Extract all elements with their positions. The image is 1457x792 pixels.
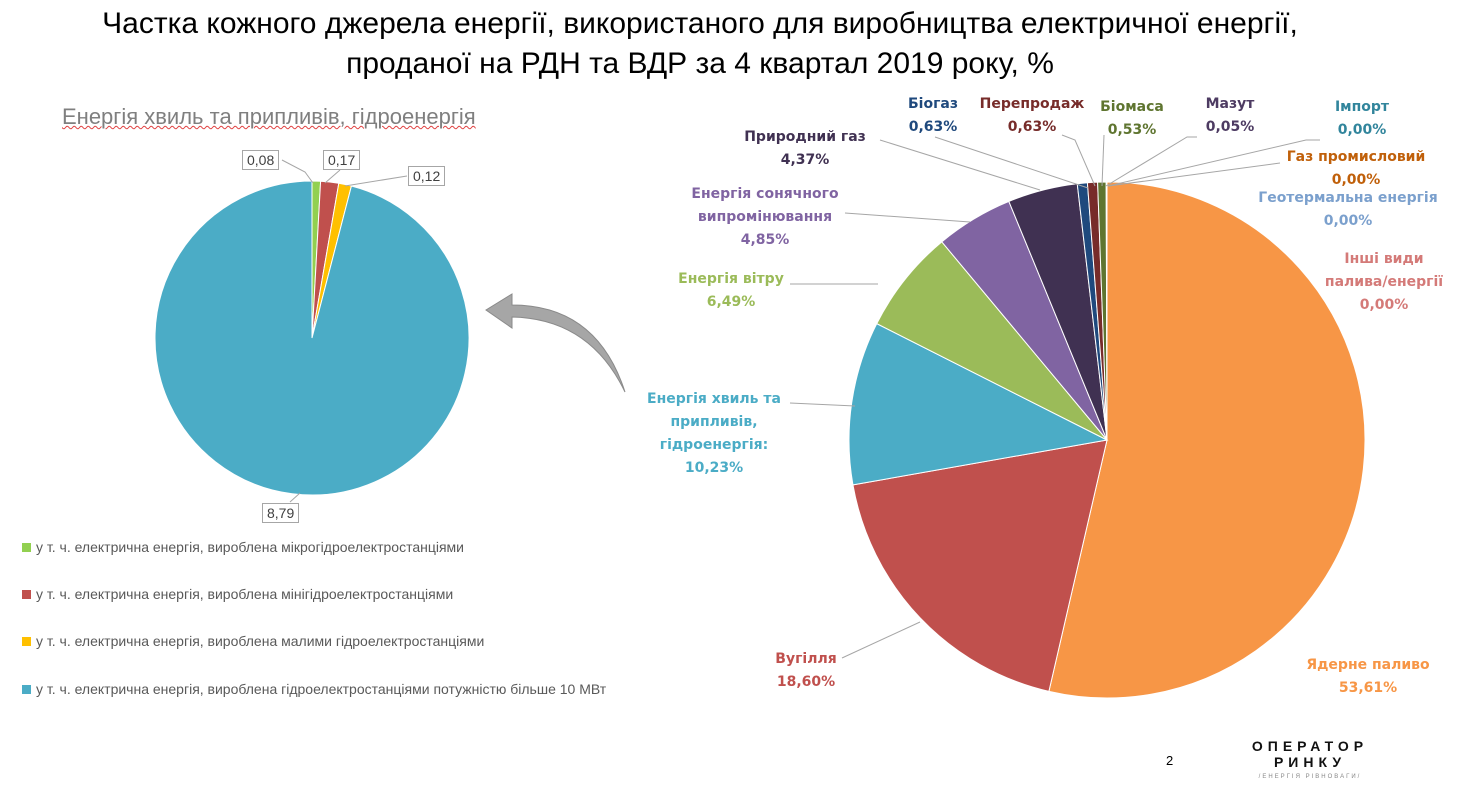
source-slice-1: [852, 439, 1108, 692]
category-label: Енергія сонячного випромінювання: [691, 186, 839, 225]
legend-label: у т. ч. електрична енергія, вироблена гі…: [36, 681, 607, 697]
data-label-mini: 0,17: [323, 150, 361, 170]
left-pie: [154, 180, 470, 496]
data-label-5: Природний газ 4,37%: [744, 126, 866, 172]
category-label: Газ промисловий: [1286, 149, 1426, 165]
legend-swatch: [22, 637, 31, 646]
source-slice-2: [848, 322, 1109, 486]
value-label: 0,00%: [1359, 297, 1409, 313]
legend-label: у т. ч. електрична енергія, вироблена мі…: [36, 586, 454, 602]
value-label: 18,60%: [776, 674, 836, 690]
category-label: Вугілля: [775, 651, 837, 667]
category-label: Природний газ: [744, 129, 866, 145]
value-label: 0,00%: [1331, 172, 1381, 188]
legend-swatch: [22, 590, 31, 599]
legend-item: у т. ч. електрична енергія, вироблена мі…: [22, 583, 453, 606]
value-label: 0,00%: [1337, 122, 1387, 138]
logo: ОПЕРАТОР РИНКУ /ЕНЕРГІЯ РІВНОВАГИ/: [1240, 738, 1380, 780]
data-label-8: Біомаса 0,53%: [1100, 96, 1164, 142]
legend-label: у т. ч. електрична енергія, вироблена мі…: [36, 539, 464, 555]
title-line-2: проданої на РДН та ВДР за 4 квартал 2019…: [346, 47, 1054, 80]
data-label-4: Енергія сонячного випромінювання 4,85%: [680, 183, 850, 252]
data-label-10: Імпорт 0,00%: [1335, 96, 1389, 142]
value-label: 0,63%: [1007, 119, 1057, 135]
data-label-1: Вугілля 18,60%: [775, 648, 836, 694]
category-label: Мазут: [1205, 96, 1255, 112]
data-label-9: Мазут 0,05%: [1206, 93, 1255, 139]
category-label: Біомаса: [1100, 99, 1164, 115]
category-label: Ядерне паливо: [1306, 657, 1430, 673]
legend-swatch: [22, 543, 31, 552]
data-label-11: Газ промисловий 0,00%: [1287, 146, 1426, 192]
value-label: 6,49%: [706, 294, 756, 310]
value-label: 0,63%: [908, 119, 958, 135]
value-label: 0,05%: [1205, 119, 1255, 135]
data-label-7: Перепродаж 0,63%: [980, 93, 1085, 139]
value-label: 10,23%: [684, 460, 744, 476]
legend-item: у т. ч. електрична енергія, вироблена мі…: [22, 536, 464, 559]
legend-label: у т. ч. електрична енергія, вироблена ма…: [36, 633, 485, 649]
category-label: Біогаз: [908, 96, 958, 112]
title-line-1: Частка кожного джерела енергії, використ…: [102, 7, 1298, 40]
data-label-small: 0,12: [408, 166, 446, 186]
data-label-2: Енергія хвиль та припливів, гідроенергія…: [639, 388, 789, 480]
category-label: Імпорт: [1334, 99, 1390, 115]
logo-line-1: ОПЕРАТОР: [1251, 738, 1369, 754]
left-chart-title: Енергія хвиль та припливів, гідроенергія: [62, 104, 476, 129]
data-label-large: 8,79: [262, 503, 300, 523]
leader-lines: [281, 134, 1320, 659]
data-label-micro: 0,08: [242, 150, 280, 170]
logo-line-2: РИНКУ: [1273, 754, 1347, 770]
category-label: Енергія вітру: [678, 271, 784, 287]
data-label-6: Біогаз 0,63%: [908, 93, 958, 139]
value-label: 0,00%: [1323, 213, 1373, 229]
value-label: 53,61%: [1338, 680, 1398, 696]
category-label: Перепродаж: [979, 96, 1085, 112]
category-label: Геотермальна енергія: [1258, 190, 1438, 206]
arrow-icon: [485, 293, 626, 393]
legend-item: у т. ч. електрична енергія, вироблена ма…: [22, 630, 484, 653]
data-label-3: Енергія вітру 6,49%: [678, 268, 784, 314]
right-pie: [848, 181, 1366, 699]
page-number: 2: [1166, 753, 1174, 768]
source-slice-0: [1048, 181, 1366, 699]
legend-item: у т. ч. електрична енергія, вироблена гі…: [22, 678, 642, 701]
category-label: Енергія хвиль та припливів, гідроенергія…: [647, 391, 781, 453]
value-label: 4,37%: [780, 152, 830, 168]
legend-swatch: [22, 685, 31, 694]
chart-title: Частка кожного джерела енергії, використ…: [0, 4, 1400, 84]
category-label: Інші види палива/енергії: [1324, 251, 1444, 290]
value-label: 4,85%: [740, 232, 790, 248]
hydro-slice-3: [154, 180, 470, 496]
data-label-12: Геотермальна енергія 0,00%: [1258, 187, 1437, 233]
logo-line-3: /ЕНЕРГІЯ РІВНОВАГИ/: [1258, 774, 1362, 780]
value-label: 0,53%: [1107, 122, 1157, 138]
source-slice-9: [1105, 181, 1108, 441]
data-label-0: Ядерне паливо 53,61%: [1306, 654, 1429, 700]
data-label-13: Інші види палива/енергії 0,00%: [1324, 248, 1444, 317]
